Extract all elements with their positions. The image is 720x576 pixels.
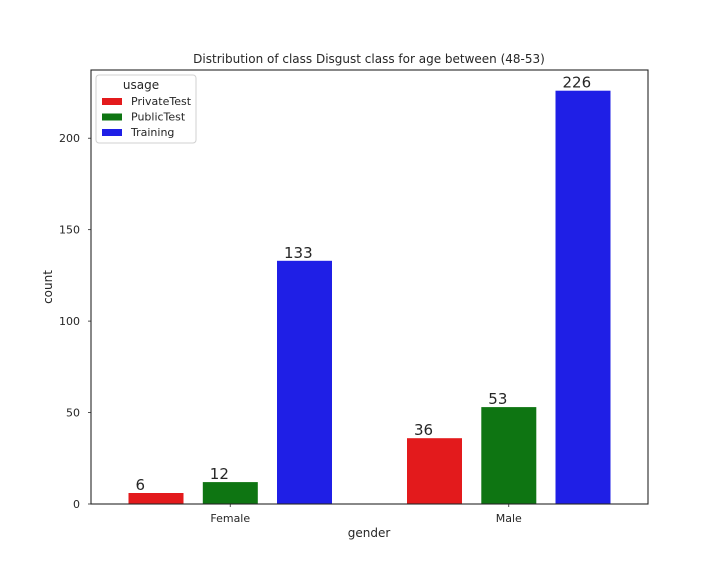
y-tick-label-200: 200 [59,132,80,145]
y-tick-label-50: 50 [66,407,80,420]
y-tick-label-0: 0 [73,498,80,511]
data-label-privatetest-male: 36 [414,421,433,439]
x-tick-label-female: Female [210,512,250,525]
data-label-training-male: 226 [563,74,592,92]
legend-box [95,74,197,144]
bar-training-female [277,260,332,504]
data-label-publictest-female: 12 [210,465,229,483]
data-label-privatetest-female: 6 [136,476,146,494]
legend-swatch-publictest [102,113,122,121]
legend-swatch-privatetest [102,98,122,105]
legend-label-publictest: PublicTest [131,111,186,124]
chart-title: Distribution of class Disgust class for … [193,52,545,66]
bar-training-male [555,90,611,504]
plot-frame [90,69,649,505]
legend-swatch-training [102,129,122,136]
bar-publictest-male [481,407,537,504]
bar-privatetest-male [407,438,462,504]
data-label-training-female: 133 [284,244,313,262]
legend-label-privatetest: PrivateTest [131,95,192,108]
bar-publictest-female [202,482,258,504]
legend-title: usage [123,78,159,92]
x-tick-label-male: Male [496,512,522,525]
x-axis-title: gender [348,526,391,540]
data-label-publictest-male: 53 [488,390,507,408]
legend-label-training: Training [130,126,174,139]
y-axis-title: count [41,270,55,304]
y-tick-label-150: 150 [59,224,80,237]
plot-area: 6 12 133 Female 36 53 226 Male 0 50 100 150 200 usage… [59,69,649,525]
bar-privatetest-female [128,493,184,504]
y-tick-label-100: 100 [59,315,80,328]
